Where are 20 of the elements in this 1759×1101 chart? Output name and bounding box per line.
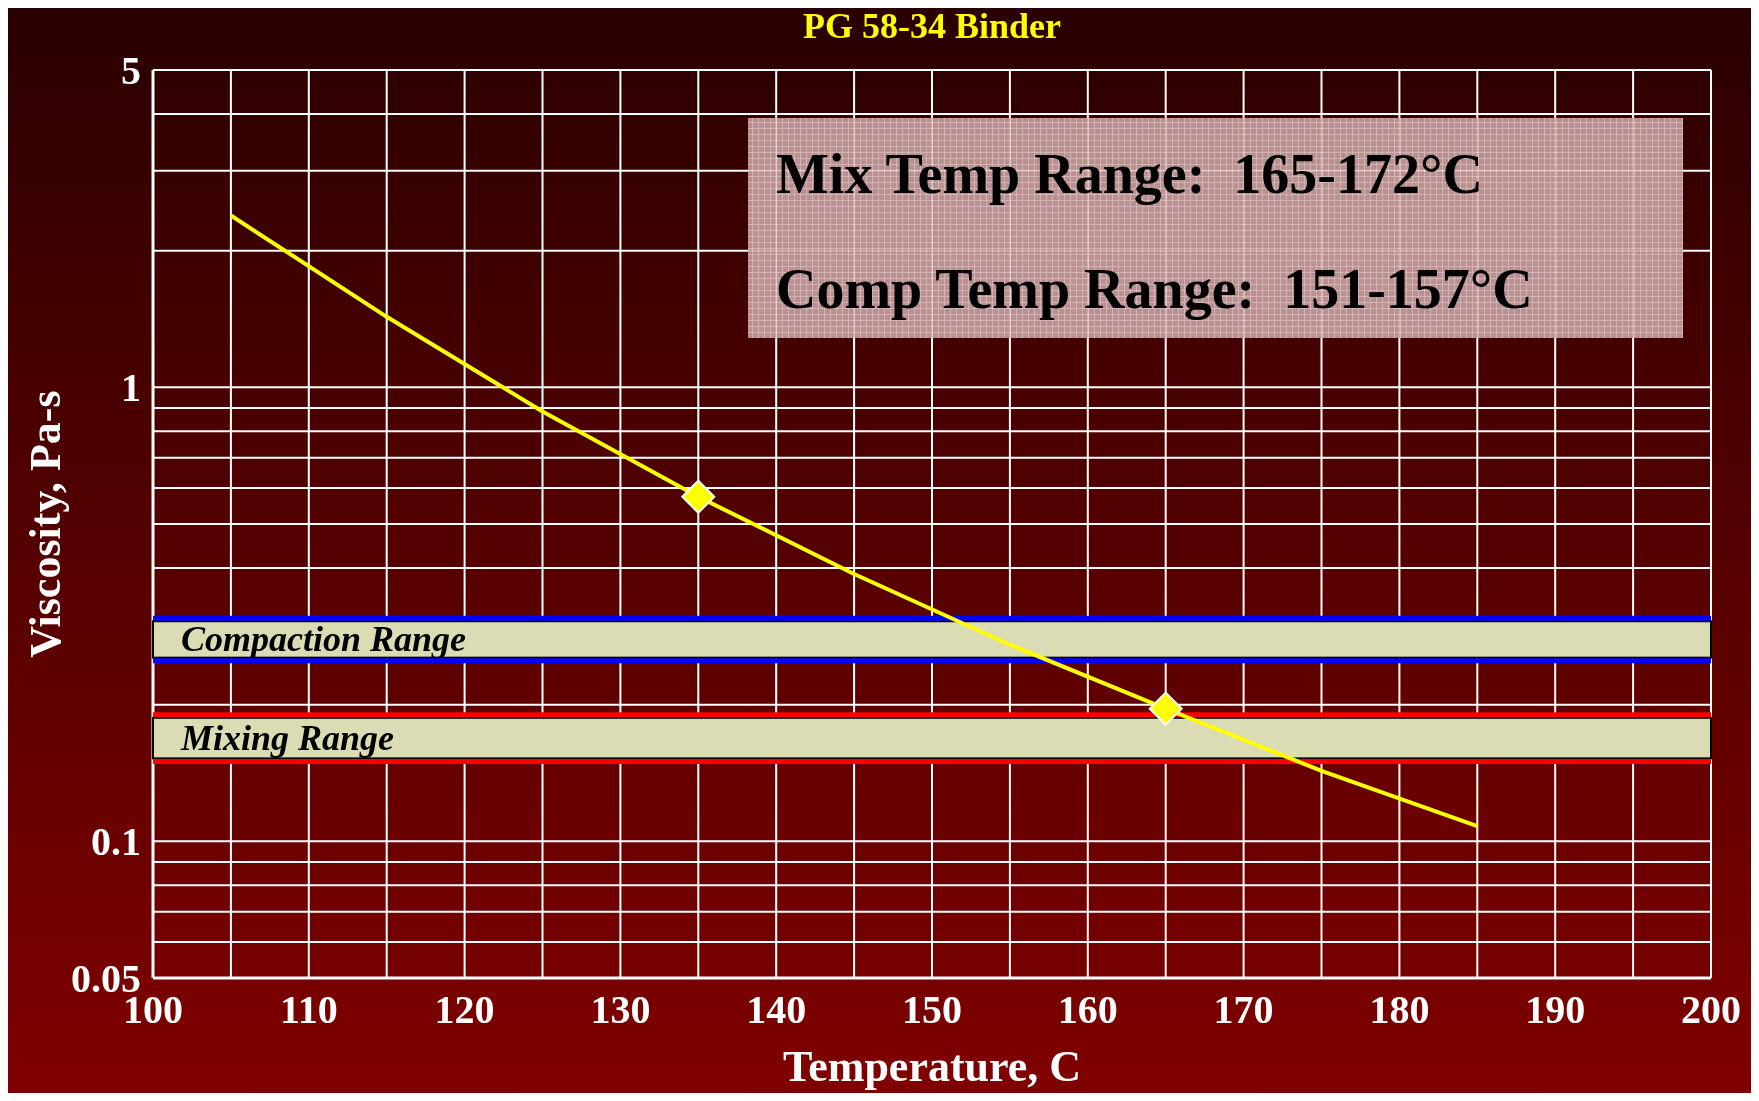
band-label: Mixing Range [180, 718, 395, 759]
y-tick-label: 0.1 [91, 819, 141, 865]
y-tick-label: 1 [121, 365, 141, 411]
x-tick-label: 130 [590, 987, 651, 1032]
x-tick-label: 170 [1213, 987, 1274, 1032]
x-tick-label: 160 [1057, 987, 1118, 1032]
y-axis-title: Viscosity, Pa-s [21, 390, 70, 658]
x-tick-label: 200 [1681, 987, 1741, 1032]
x-axis-title: Temperature, C [782, 1042, 1082, 1091]
x-tick-label: 120 [434, 987, 495, 1032]
x-tick-label: 180 [1369, 987, 1430, 1032]
y-tick-label: 5 [121, 48, 141, 93]
annotation: Mix Temp Range: 165-172°C [776, 143, 1483, 205]
x-tick-label: 110 [279, 987, 338, 1032]
annotation: Comp Temp Range: 151-157°C [776, 258, 1533, 320]
band-label: Compaction Range [181, 619, 467, 660]
x-tick-label: 190 [1525, 987, 1586, 1032]
x-tick-label: 140 [746, 987, 807, 1032]
x-tick-label: 150 [902, 987, 962, 1032]
chart-title: PG 58-34 Binder [803, 6, 1062, 46]
